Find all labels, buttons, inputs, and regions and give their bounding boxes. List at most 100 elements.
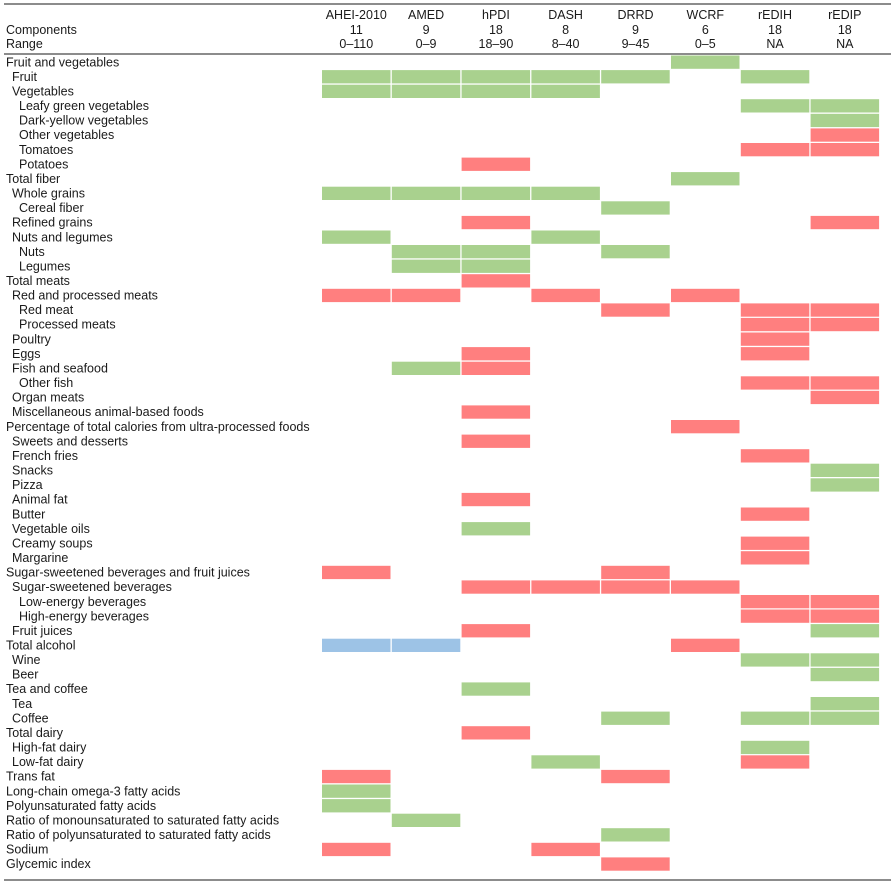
- cell-fruit-and-vegetables-wcrf: [671, 55, 740, 69]
- column-name-redih: rEDIH: [758, 8, 792, 22]
- cell-fruit-hpdi: [461, 70, 531, 84]
- cell-low-fat-dairy-redih: [740, 755, 810, 769]
- cell-legumes-hpdi: [461, 259, 531, 273]
- column-name-hpdi: hPDI: [482, 8, 510, 22]
- cell-low-fat-dairy-dash: [531, 755, 600, 769]
- row-label-trans-fat: Trans fat: [6, 770, 55, 784]
- cell-processed-meats-redih: [740, 317, 810, 332]
- cell-whole-grains-hpdi: [461, 186, 531, 200]
- cell-sugar-sweetened-beverages-drrd: [601, 580, 670, 594]
- row-label-miscellaneous-animal-based-foods: Miscellaneous animal-based foods: [12, 405, 204, 419]
- row-label-french-fries: French fries: [12, 449, 78, 463]
- row-label-butter: Butter: [12, 507, 45, 521]
- cell-vegetables-hpdi: [461, 84, 531, 98]
- cell-legumes-amed: [391, 259, 461, 273]
- cell-coffee-redip: [810, 711, 880, 725]
- cell-refined-grains-hpdi: [461, 215, 531, 230]
- row-label-snacks: Snacks: [12, 464, 53, 478]
- cell-long-chain-omega-3-fatty-acids-ahei-2010: [322, 784, 391, 798]
- cell-high-energy-beverages-redih: [740, 609, 810, 623]
- column-components-dash: 8: [562, 23, 569, 37]
- cell-nuts-and-legumes-ahei-2010: [322, 230, 391, 244]
- cell-fish-and-seafood-hpdi: [461, 361, 531, 375]
- cell-glycemic-index-drrd: [601, 857, 670, 871]
- row-label-organ-meats: Organ meats: [12, 391, 84, 405]
- row-label-sweets-and-desserts: Sweets and desserts: [12, 434, 128, 448]
- column-headers: AHEI-2010110–110AMED90–9hPDI1818–90DASH8…: [326, 8, 862, 51]
- cell-tea-and-coffee-hpdi: [461, 682, 531, 696]
- row-label-total-meats: Total meats: [6, 274, 70, 288]
- cell-sugar-sweetened-beverages-dash: [531, 580, 600, 594]
- cell-fruit-ahei-2010: [322, 70, 391, 84]
- cell-red-meat-drrd: [601, 303, 670, 317]
- cell-coffee-drrd: [601, 711, 670, 725]
- header-components-label: Components: [6, 23, 77, 37]
- cell-nuts-amed: [391, 245, 461, 259]
- cell-creamy-soups-redih: [740, 536, 810, 550]
- cell-red-and-processed-meats-wcrf: [671, 288, 740, 303]
- row-label-pizza: Pizza: [12, 478, 43, 492]
- column-range-redih: NA: [766, 37, 784, 51]
- cell-sugar-sweetened-beverages-wcrf: [671, 580, 740, 594]
- cell-whole-grains-amed: [391, 186, 461, 200]
- row-label-tomatoes: Tomatoes: [19, 143, 73, 157]
- column-components-drrd: 9: [632, 23, 639, 37]
- cell-sugar-sweetened-beverages-and-fruit-juices-drrd: [601, 565, 670, 580]
- row-label-nuts: Nuts: [19, 245, 45, 259]
- cell-trans-fat-ahei-2010: [322, 769, 391, 784]
- cell-fruit-redih: [740, 70, 810, 84]
- cell-total-fiber-wcrf: [671, 172, 740, 186]
- column-range-dash: 8–40: [552, 37, 580, 51]
- row-label-high-energy-beverages: High-energy beverages: [19, 609, 149, 623]
- column-name-drrd: DRRD: [617, 8, 653, 22]
- cell-ratio-of-polyunsaturated-to-saturated-fatty-acids-drrd: [601, 828, 670, 842]
- row-label-fruit-and-vegetables: Fruit and vegetables: [6, 55, 119, 69]
- cell-ratio-of-monounsaturated-to-saturated-fatty-acids-amed: [391, 813, 461, 827]
- row-label-long-chain-omega-3-fatty-acids: Long-chain omega-3 fatty acids: [6, 784, 180, 798]
- row-label-other-fish: Other fish: [19, 376, 73, 390]
- row-label-refined-grains: Refined grains: [12, 216, 93, 230]
- cell-sugar-sweetened-beverages-hpdi: [461, 580, 531, 594]
- cell-other-fish-redih: [740, 376, 810, 390]
- cell-wine-redip: [810, 653, 880, 667]
- row-label-tea: Tea: [12, 697, 32, 711]
- cell-total-alcohol-ahei-2010: [322, 638, 391, 652]
- cell-fruit-juices-hpdi: [461, 624, 531, 638]
- row-label-fish-and-seafood: Fish and seafood: [12, 362, 108, 376]
- column-components-amed: 9: [423, 23, 430, 37]
- cell-fruit-drrd: [601, 70, 670, 84]
- column-range-redip: NA: [836, 37, 854, 51]
- cell-tea-redip: [810, 697, 880, 711]
- cell-other-fish-redip: [810, 376, 880, 390]
- row-label-high-fat-dairy: High-fat dairy: [12, 741, 87, 755]
- cell-percentage-of-total-calories-from-ultra-processed-foods-wcrf: [671, 420, 740, 434]
- row-label-sugar-sweetened-beverages: Sugar-sweetened beverages: [12, 580, 172, 594]
- column-components-hpdi: 18: [489, 23, 503, 37]
- row-label-red-and-processed-meats: Red and processed meats: [12, 289, 158, 303]
- row-label-creamy-soups: Creamy soups: [12, 536, 93, 550]
- cell-margarine-redih: [740, 551, 810, 565]
- cell-sugar-sweetened-beverages-and-fruit-juices-ahei-2010: [322, 565, 391, 580]
- row-label-low-fat-dairy: Low-fat dairy: [12, 755, 84, 769]
- row-label-nuts-and-legumes: Nuts and legumes: [12, 230, 113, 244]
- cell-red-meat-redih: [740, 303, 810, 317]
- cell-eggs-hpdi: [461, 347, 531, 361]
- cell-cereal-fiber-drrd: [601, 201, 670, 215]
- cell-vegetables-dash: [531, 84, 600, 98]
- heatmap-cells: [322, 55, 880, 871]
- row-label-leafy-green-vegetables: Leafy green vegetables: [19, 99, 149, 113]
- cell-fruit-juices-redip: [810, 624, 880, 638]
- row-label-cereal-fiber: Cereal fiber: [19, 201, 84, 215]
- cell-whole-grains-ahei-2010: [322, 186, 391, 200]
- column-range-drrd: 9–45: [622, 37, 650, 51]
- cell-vegetables-amed: [391, 84, 461, 98]
- cell-red-meat-redip: [810, 303, 880, 317]
- column-range-wcrf: 0–5: [695, 37, 716, 51]
- cell-wine-redih: [740, 653, 810, 667]
- cell-red-and-processed-meats-amed: [391, 288, 461, 303]
- column-name-amed: AMED: [408, 8, 444, 22]
- column-range-hpdi: 18–90: [479, 37, 514, 51]
- row-label-beer: Beer: [12, 668, 38, 682]
- cell-total-alcohol-wcrf: [671, 638, 740, 652]
- cell-dark-yellow-vegetables-redip: [810, 113, 880, 128]
